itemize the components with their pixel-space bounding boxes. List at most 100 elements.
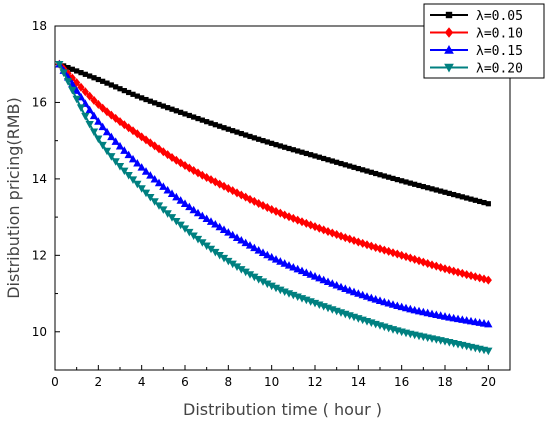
series-marker [290, 147, 296, 153]
series-marker [464, 195, 470, 201]
series-marker [202, 214, 211, 223]
series-marker [424, 258, 432, 268]
series-marker [338, 160, 344, 167]
series-marker [150, 174, 159, 183]
series-marker [107, 132, 116, 141]
series-marker [477, 198, 483, 205]
series-marker [232, 263, 242, 271]
series-marker [372, 242, 380, 252]
series-marker [72, 86, 81, 94]
series-marker [289, 262, 298, 271]
series-marker [206, 245, 216, 254]
series-marker [411, 254, 419, 264]
series-marker [163, 210, 172, 218]
series-marker [351, 164, 357, 170]
series-marker [355, 165, 361, 172]
series-marker [176, 196, 185, 204]
series-marker [258, 248, 268, 256]
x-axis-title: Distribution time ( hour ) [183, 400, 382, 419]
x-axis: 0 2 4 6 8 10 12 14 16 18 20 [51, 365, 496, 389]
series-marker [182, 111, 188, 117]
series-marker [345, 286, 354, 294]
series-marker [65, 64, 71, 71]
series-3 [55, 59, 493, 328]
series-marker [394, 177, 400, 183]
series-marker [273, 142, 279, 148]
series-marker [385, 246, 393, 256]
series-marker [256, 136, 262, 142]
series-marker [386, 174, 392, 180]
series-marker [163, 185, 172, 194]
series-marker [120, 146, 129, 154]
series-marker [295, 148, 301, 154]
series-marker [333, 230, 341, 240]
series-marker [98, 122, 107, 131]
series-marker [281, 210, 289, 220]
x-tick-label: 12 [307, 375, 322, 389]
series-marker [126, 89, 132, 96]
series-marker [154, 202, 164, 210]
series-marker [63, 78, 73, 86]
series-marker [332, 280, 341, 289]
series-marker [81, 112, 90, 121]
series-marker [484, 347, 493, 356]
x-tick-label: 20 [481, 375, 496, 389]
series-marker [319, 275, 328, 284]
series-marker [308, 152, 314, 158]
series-marker [267, 282, 276, 291]
series-marker [159, 206, 168, 214]
series-marker [264, 139, 270, 145]
series-marker [204, 119, 210, 125]
series-marker [167, 214, 177, 222]
series-marker [263, 280, 272, 289]
series-marker [368, 169, 374, 175]
series-marker [160, 103, 166, 109]
series-marker [328, 279, 337, 287]
series-marker [193, 235, 203, 244]
series-marker [476, 273, 484, 283]
series-marker [255, 199, 263, 209]
series-marker [143, 96, 149, 103]
series-marker [268, 204, 276, 214]
legend-swatch-marker [444, 63, 454, 73]
series-marker [320, 225, 328, 235]
series-marker [321, 155, 327, 162]
series-marker [364, 168, 370, 174]
series-marker [267, 252, 276, 261]
series-marker [85, 105, 94, 114]
series-marker [208, 120, 214, 126]
plot-frame [54, 25, 511, 371]
y-tick-label: 10 [32, 325, 47, 339]
x-tick-label: 8 [225, 375, 233, 389]
series-marker [111, 158, 120, 166]
series-marker [69, 66, 75, 72]
series-marker [228, 230, 237, 239]
series-marker [451, 191, 457, 198]
series-marker [199, 117, 205, 123]
series-marker [211, 248, 220, 257]
series-marker [86, 91, 94, 101]
series-marker [172, 217, 181, 226]
series-marker [245, 241, 255, 249]
series-marker [156, 101, 162, 108]
series-marker [472, 197, 478, 203]
series-marker [94, 135, 103, 144]
series-marker [237, 266, 246, 274]
series-marker [433, 187, 439, 193]
series-1 [56, 61, 491, 207]
series-marker [55, 60, 64, 69]
series-marker [407, 180, 413, 186]
series-marker [198, 211, 207, 220]
series-marker [286, 145, 292, 152]
legend-label: λ=0.15 [476, 44, 523, 59]
x-tick-label: 4 [138, 375, 146, 389]
series-marker [277, 143, 283, 149]
series-marker [254, 276, 263, 284]
x-tick-label: 18 [437, 375, 452, 389]
series-marker [77, 82, 85, 92]
series-marker [95, 76, 101, 83]
y-tick-label: 12 [32, 248, 47, 262]
series-marker [312, 153, 318, 159]
series-marker [150, 198, 159, 206]
series-marker [167, 189, 177, 197]
